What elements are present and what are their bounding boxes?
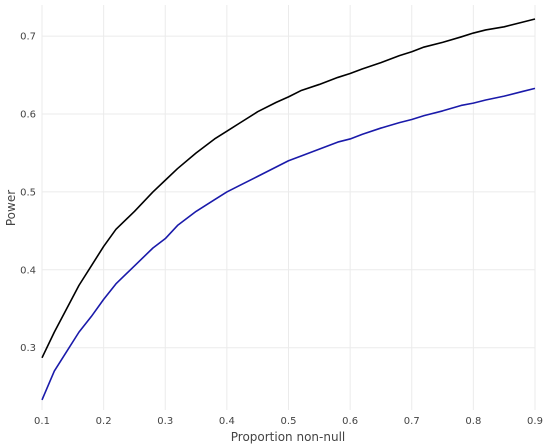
series-lines bbox=[41, 18, 536, 401]
x-axis-label: Proportion non-null bbox=[231, 430, 346, 444]
y-tick-label: 0.6 bbox=[20, 110, 36, 121]
y-axis-ticks: 0.3 0.4 0.5 0.6 0.7 bbox=[20, 32, 36, 355]
x-tick-label: 0.3 bbox=[157, 416, 173, 427]
x-tick-label: 0.7 bbox=[404, 416, 420, 427]
x-tick-label: 0.1 bbox=[34, 416, 50, 427]
x-tick-label: 0.9 bbox=[527, 416, 543, 427]
x-tick-label: 0.2 bbox=[96, 416, 112, 427]
series-line-1 bbox=[41, 18, 536, 359]
x-tick-label: 0.5 bbox=[281, 416, 297, 427]
x-tick-label: 0.6 bbox=[342, 416, 358, 427]
series-line-2 bbox=[41, 87, 536, 401]
y-axis-label: Power bbox=[4, 190, 18, 226]
x-tick-label: 0.4 bbox=[219, 416, 235, 427]
grid bbox=[41, 5, 536, 410]
y-tick-label: 0.3 bbox=[20, 343, 36, 354]
y-tick-label: 0.7 bbox=[20, 32, 36, 43]
x-tick-label: 0.8 bbox=[465, 416, 481, 427]
x-axis-ticks: 0.1 0.2 0.3 0.4 0.5 0.6 0.7 0.8 0.9 bbox=[34, 416, 543, 427]
y-tick-label: 0.5 bbox=[20, 187, 36, 198]
y-tick-label: 0.4 bbox=[20, 265, 36, 276]
